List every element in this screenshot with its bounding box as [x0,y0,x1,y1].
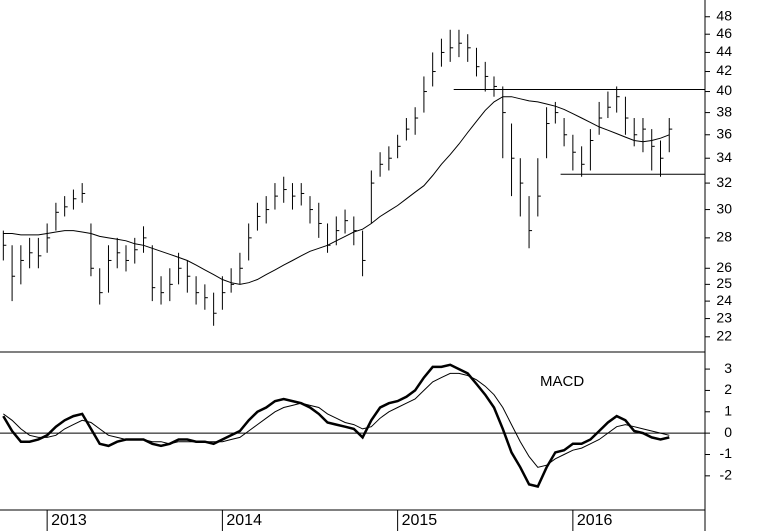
y-tick-label: 30 [716,200,732,216]
x-tick-label: 2013 [51,512,87,529]
y2-tick-label: -2 [720,467,733,483]
y-tick-label: 22 [716,328,732,344]
y-tick-label: 34 [716,149,732,165]
y-tick-label: 32 [716,174,732,190]
y2-tick-label: 1 [724,402,732,418]
y-tick-label: 48 [716,7,732,23]
y-tick-label: 44 [716,43,732,59]
macd-line [2,363,670,488]
x-tick-label: 2016 [577,512,613,529]
y-tick-label: 24 [716,292,732,308]
y-tick-label: 38 [716,103,732,119]
signal-line [3,372,670,468]
y2-tick-label: 0 [724,424,732,440]
moving-average [3,96,670,285]
y2-tick-label: -1 [720,445,733,461]
x-tick-label: 2014 [226,512,262,529]
y2-tick-label: 2 [724,381,732,397]
y-tick-label: 42 [716,62,732,78]
y2-tick-label: 3 [724,360,732,376]
indicator-title: MACD [540,373,584,390]
y-tick-label: 36 [716,125,732,141]
y-tick-label: 46 [716,25,732,41]
y-tick-label: 28 [716,229,732,245]
y-tick-label: 40 [716,82,732,98]
x-tick-label: 2015 [402,512,438,529]
y-tick-label: 26 [716,259,732,275]
y-tick-label: 25 [716,275,732,291]
y-tick-label: 23 [716,309,732,325]
